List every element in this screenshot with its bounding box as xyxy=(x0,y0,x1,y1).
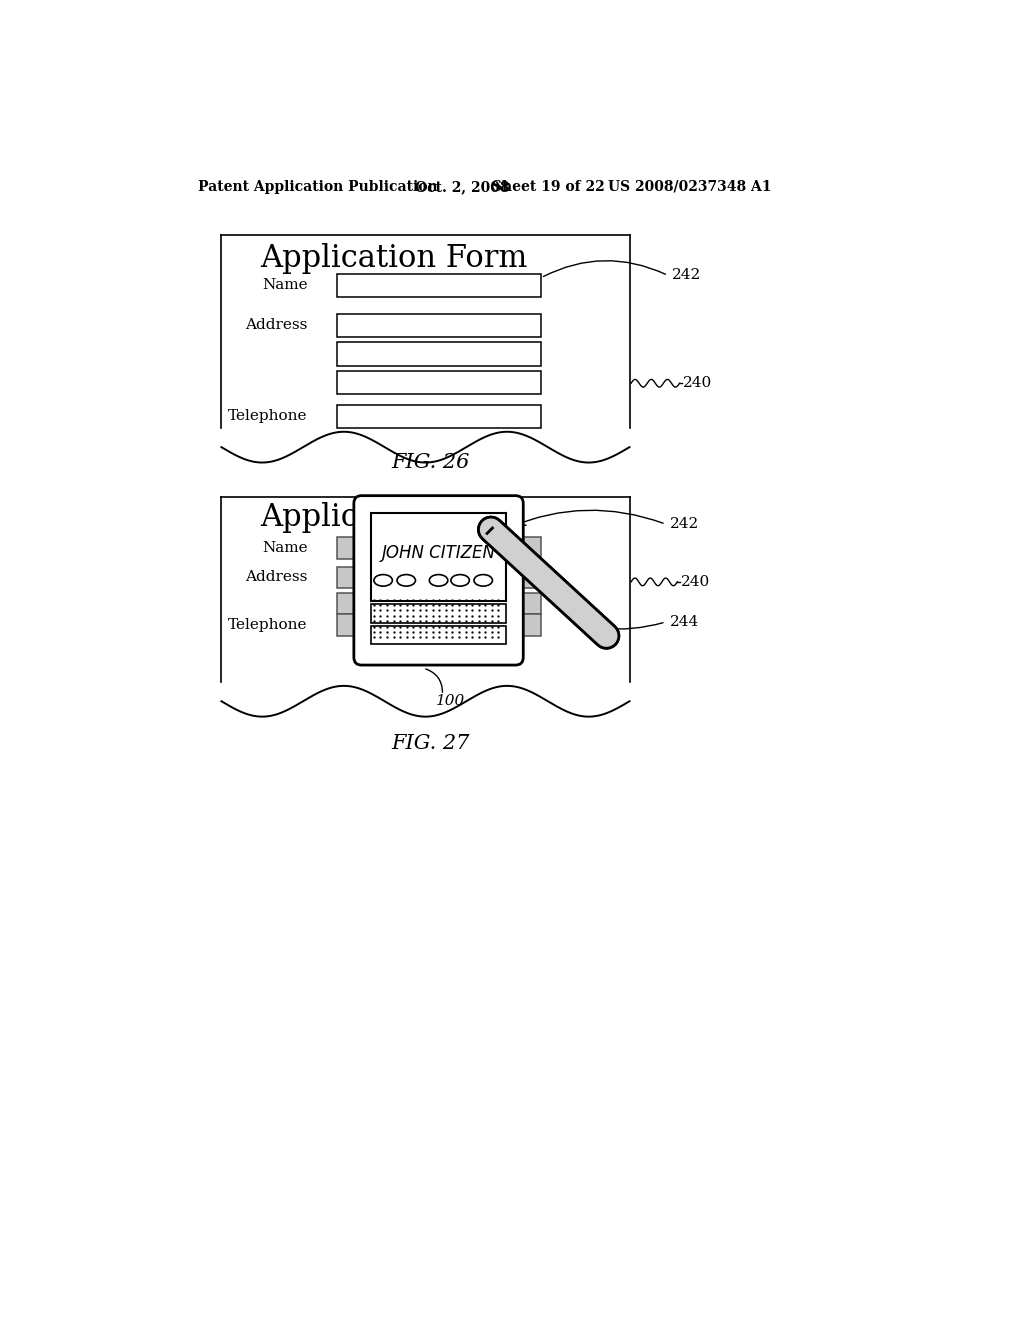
Text: Name: Name xyxy=(262,279,307,293)
Bar xyxy=(337,593,541,614)
Text: FIG. 27: FIG. 27 xyxy=(391,734,470,754)
Bar xyxy=(337,537,541,558)
Bar xyxy=(371,605,506,623)
Text: 100: 100 xyxy=(435,694,465,709)
Bar xyxy=(337,614,541,636)
Text: Telephone: Telephone xyxy=(228,409,307,424)
Bar xyxy=(337,371,541,395)
FancyBboxPatch shape xyxy=(354,496,523,665)
Text: Sheet 19 of 22: Sheet 19 of 22 xyxy=(493,180,605,194)
Text: 240: 240 xyxy=(681,576,711,589)
Text: US 2008/0237348 A1: US 2008/0237348 A1 xyxy=(608,180,771,194)
Text: 242: 242 xyxy=(672,268,701,282)
Text: Address: Address xyxy=(246,318,307,333)
Text: Oct. 2, 2008: Oct. 2, 2008 xyxy=(416,180,510,194)
Text: JOHN CITIZEN: JOHN CITIZEN xyxy=(382,544,496,562)
Text: Patent Application Publication: Patent Application Publication xyxy=(199,180,438,194)
Bar xyxy=(337,405,541,428)
Bar xyxy=(337,275,541,297)
Text: Address: Address xyxy=(246,570,307,585)
Text: 240: 240 xyxy=(683,376,713,391)
Text: Telephone: Telephone xyxy=(228,618,307,632)
Text: Application Form: Application Form xyxy=(260,503,527,533)
Ellipse shape xyxy=(374,574,392,586)
Bar xyxy=(337,566,541,589)
Ellipse shape xyxy=(474,574,493,586)
Text: Name: Name xyxy=(262,541,307,554)
Text: Application Form: Application Form xyxy=(260,243,527,275)
Text: 242: 242 xyxy=(670,517,698,531)
Bar xyxy=(337,314,541,337)
Ellipse shape xyxy=(451,574,469,586)
Text: FIG. 26: FIG. 26 xyxy=(391,453,470,473)
Ellipse shape xyxy=(429,574,447,586)
Bar xyxy=(371,512,506,601)
Text: 244: 244 xyxy=(670,615,698,628)
Bar xyxy=(337,342,541,366)
Bar xyxy=(371,626,506,644)
Ellipse shape xyxy=(397,574,416,586)
